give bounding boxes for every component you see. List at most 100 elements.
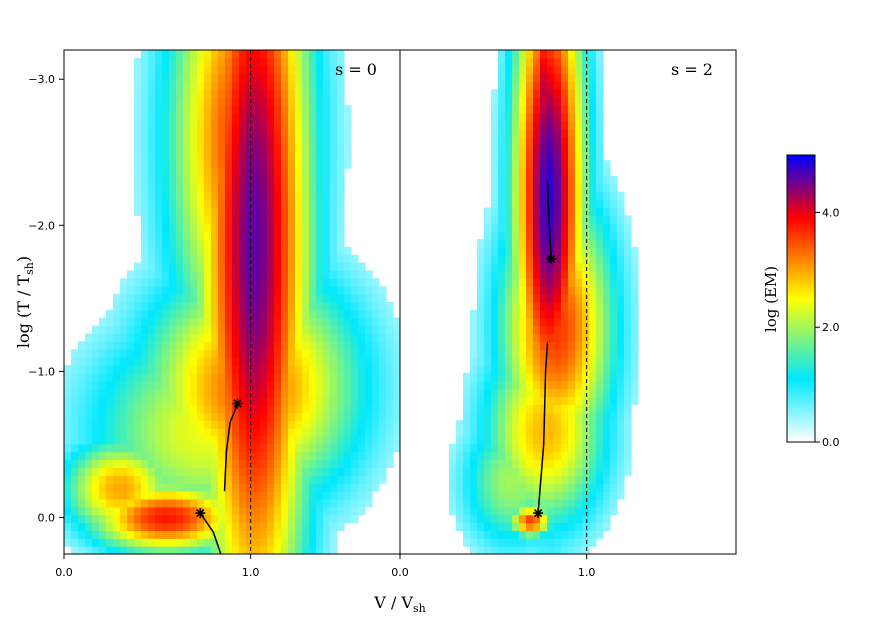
density-cell: [533, 404, 541, 413]
density-cell: [169, 309, 177, 319]
density-cell: [99, 349, 107, 358]
density-cell: [519, 396, 527, 405]
density-cell: [582, 262, 590, 272]
density-cell: [281, 105, 289, 114]
density-cell: [596, 325, 604, 335]
density-cell: [547, 50, 555, 59]
density-cell: [99, 412, 107, 421]
density-cell: [624, 404, 632, 413]
density-cell: [183, 73, 191, 83]
density-cell: [603, 270, 611, 279]
density-cell: [561, 215, 569, 224]
density-cell: [176, 97, 184, 106]
density-cell: [169, 491, 177, 500]
density-cell: [484, 546, 492, 554]
density-cell: [127, 443, 135, 453]
density-cell: [239, 467, 247, 476]
density-cell: [134, 144, 142, 153]
density-cell: [232, 475, 240, 484]
density-cell: [225, 160, 233, 169]
density-cell: [568, 412, 576, 421]
density-cell: [575, 349, 583, 358]
density-cell: [554, 475, 562, 484]
density-cell: [176, 152, 184, 161]
density-cell: [176, 168, 184, 177]
density-cell: [316, 546, 324, 554]
density-cell: [183, 144, 191, 153]
density-cell: [239, 341, 247, 350]
density-cell: [379, 341, 387, 350]
density-cell: [253, 223, 261, 232]
density-cell: [281, 372, 289, 382]
density-cell: [323, 191, 331, 201]
density-cell: [127, 498, 135, 508]
density-cell: [568, 207, 576, 216]
density-cell: [547, 81, 555, 90]
density-cell: [225, 396, 233, 405]
density-cell: [365, 286, 373, 295]
density-cell: [274, 144, 282, 153]
density-cell: [92, 443, 100, 453]
density-cell: [253, 357, 261, 366]
density-cell: [288, 294, 296, 303]
density-cell: [155, 341, 163, 350]
density-cell: [582, 498, 590, 508]
density-cell: [211, 176, 219, 185]
density-cell: [253, 294, 261, 303]
density-cell: [554, 365, 562, 374]
density-cell: [197, 404, 205, 413]
density-cell: [337, 176, 345, 185]
density-cell: [141, 191, 149, 201]
density-cell: [190, 420, 198, 429]
density-cell: [176, 388, 184, 398]
density-cell: [561, 278, 569, 287]
density-cell: [617, 491, 625, 500]
density-cell: [519, 97, 527, 106]
density-cell: [596, 144, 604, 153]
density-cell: [197, 435, 205, 445]
density-cell: [232, 412, 240, 421]
density-cell: [295, 73, 303, 83]
density-cell: [295, 459, 303, 468]
density-cell: [519, 506, 527, 516]
density-cell: [302, 443, 310, 453]
density-cell: [596, 467, 604, 476]
density-cell: [162, 451, 170, 461]
density-cell: [533, 183, 541, 193]
density-cell: [246, 522, 254, 531]
density-cell: [491, 514, 499, 524]
density-cell: [589, 57, 597, 67]
density-cell: [337, 183, 345, 193]
density-cell: [134, 491, 142, 500]
density-cell: [379, 396, 387, 405]
density-cell: [288, 246, 296, 256]
density-cell: [519, 152, 527, 161]
density-cell: [316, 136, 324, 146]
density-cell: [211, 333, 219, 342]
density-cell: [288, 191, 296, 201]
density-cell: [519, 57, 527, 67]
density-cell: [225, 357, 233, 366]
density-cell: [225, 546, 233, 554]
density-cell: [463, 420, 471, 429]
density-cell: [463, 435, 471, 445]
density-cell: [267, 498, 275, 508]
density-cell: [603, 349, 611, 358]
density-cell: [92, 475, 100, 484]
density-cell: [582, 144, 590, 153]
density-cell: [484, 420, 492, 429]
density-cell: [169, 262, 177, 272]
density-cell: [225, 294, 233, 303]
density-cell: [239, 325, 247, 335]
density-cell: [491, 246, 499, 256]
density-cell: [302, 498, 310, 508]
density-cell: [568, 522, 576, 531]
density-cell: [218, 451, 226, 461]
density-cell: [512, 302, 520, 311]
density-cell: [253, 514, 261, 524]
density-cell: [134, 467, 142, 476]
density-cell: [134, 97, 142, 106]
density-cell: [162, 380, 170, 390]
density-cell: [344, 451, 352, 461]
density-cell: [134, 128, 142, 138]
